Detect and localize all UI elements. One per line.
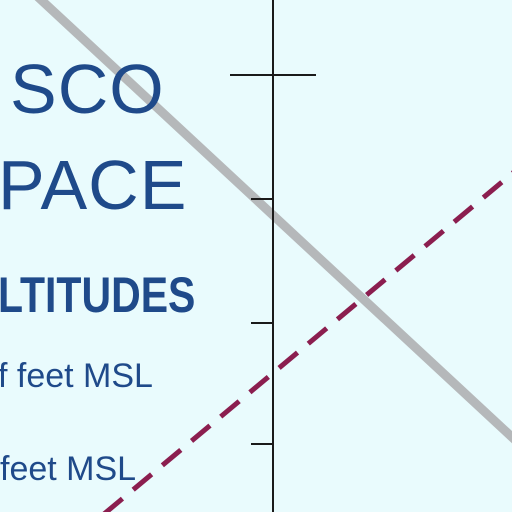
- gray-boundary-line: [34, 0, 512, 444]
- altitude-label-1: f feet MSL: [0, 357, 153, 395]
- dashed-boundary-line: [102, 170, 512, 512]
- airspace-name-line-1: SCO: [10, 50, 165, 128]
- altitudes-heading: LTITUDES: [0, 267, 196, 323]
- airspace-name-line-2: PACE: [0, 146, 188, 224]
- altitude-label-2: feet MSL: [0, 450, 137, 488]
